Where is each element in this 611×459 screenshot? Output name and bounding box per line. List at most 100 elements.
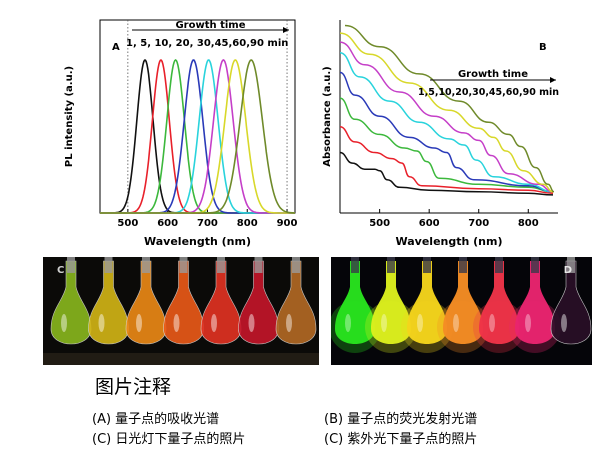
flask-highlight — [561, 314, 567, 332]
abs-series-4 — [339, 71, 554, 193]
y-axis-label: PL intensity (a.u.) — [64, 66, 75, 167]
flask-neck — [567, 257, 575, 273]
x-tick-label: 600 — [157, 218, 178, 229]
daylight-flask-4 — [163, 257, 204, 345]
flask-highlight — [345, 314, 351, 332]
daylight-flasks — [43, 257, 319, 365]
flask-body — [200, 260, 242, 345]
uv-flask-7 — [550, 257, 592, 345]
x-tick-label: 700 — [197, 218, 218, 229]
y-axis-label: Absorbance (a.u.) — [322, 66, 333, 166]
uv-flask-1 — [331, 257, 381, 353]
abs-series-2 — [339, 126, 554, 195]
flask-neck — [531, 257, 539, 273]
flask-highlight — [417, 314, 423, 332]
pl-series-8 — [100, 59, 295, 214]
flask-neck — [217, 257, 225, 273]
flask-body — [407, 261, 447, 344]
pl-spectrum-chart: 500 600 700 800 900 Wavelength (nm) PL intensi… — [50, 8, 300, 258]
annotation-title: Growth time — [175, 20, 245, 31]
caption-item-c-daylight: (C) 日光灯下量子点的照片 — [92, 432, 246, 447]
figure-caption: 图片注释 (A) 量子点的吸收光谱 (B) 量子点的荧光发射光谱 (C) 日光灯… — [92, 372, 592, 456]
daylight-flask-5 — [200, 257, 242, 345]
flask-neck — [495, 257, 503, 273]
abs-series-6 — [339, 41, 554, 193]
flask-neck — [351, 257, 359, 273]
uv-flask-3 — [401, 257, 453, 353]
photo-label-c: C — [57, 265, 65, 276]
flask-highlight — [453, 314, 459, 332]
x-tick-label: 700 — [468, 218, 489, 229]
x-tick-label: 800 — [237, 218, 258, 229]
abs-series-5 — [339, 51, 554, 193]
flask-body — [125, 260, 167, 345]
flask-highlight — [173, 314, 180, 332]
flask-body — [275, 260, 317, 345]
flask-highlight — [211, 314, 217, 332]
flask-body — [371, 261, 411, 344]
flask-neck — [142, 257, 150, 273]
flask-neck — [179, 257, 188, 273]
flask-body — [479, 261, 519, 344]
flask-neck — [67, 257, 75, 273]
x-axis-label: Wavelength (nm) — [396, 235, 503, 248]
panel-label-b: B — [539, 42, 547, 53]
flask-body — [515, 261, 555, 344]
x-tick-label: 600 — [419, 218, 440, 229]
x-axis-label: Wavelength (nm) — [144, 235, 251, 248]
caption-item-b: (B) 量子点的荧光发射光谱 — [324, 412, 478, 427]
daylight-photo: C — [43, 257, 319, 365]
flask-body — [50, 260, 92, 345]
caption-title: 图片注释 — [95, 376, 172, 398]
flask-body — [238, 260, 279, 345]
flask-body — [550, 260, 592, 345]
flask-body — [88, 260, 129, 345]
growth-arrow-head — [283, 27, 289, 33]
x-tick-label: 900 — [277, 218, 298, 229]
flask-highlight — [61, 314, 67, 332]
abs-chart-svg: 500 600 700 800 Wavelength (nm) Absorbance (a… — [322, 20, 559, 248]
abs-series-1 — [339, 151, 554, 196]
bench — [43, 353, 319, 365]
flask-highlight — [248, 314, 255, 332]
absorbance-chart: 500 600 700 800 Wavelength (nm) Absorbance (a… — [318, 8, 563, 258]
uv-flask-5 — [473, 257, 525, 353]
abs-series-3 — [339, 97, 554, 193]
abs-series-8 — [344, 24, 555, 193]
flask-body — [163, 260, 204, 345]
x-tick-label: 800 — [518, 218, 539, 229]
x-tick-label: 500 — [117, 218, 138, 229]
uv-photo: D — [331, 257, 592, 365]
daylight-flask-3 — [125, 257, 167, 345]
flask-highlight — [525, 314, 531, 332]
abs-series-7 — [339, 32, 554, 193]
uv-flask-2 — [365, 257, 417, 353]
growth-arrow-head — [550, 77, 556, 83]
flask-body — [335, 261, 375, 344]
flask-body — [443, 261, 483, 344]
flask-neck — [459, 257, 467, 273]
flask-neck — [104, 257, 113, 273]
x-tick-label: 500 — [369, 218, 390, 229]
uv-flasks — [331, 257, 592, 353]
annotation-values: 1, 5, 10, 20, 30,45,60,90 min — [126, 38, 288, 49]
flask-highlight — [136, 314, 142, 332]
annotation-title: Growth time — [458, 69, 528, 80]
caption-item-c-uv: (C) 紫外光下量子点的照片 — [324, 432, 478, 447]
daylight-flask-7 — [275, 257, 317, 345]
flask-highlight — [98, 314, 105, 332]
pl-chart-svg: 500 600 700 800 900 Wavelength (nm) PL intensi… — [64, 19, 298, 248]
uv-flask-4 — [437, 257, 489, 353]
panel-label-a: A — [112, 42, 120, 53]
flask-highlight — [286, 314, 292, 332]
daylight-flask-2 — [88, 257, 129, 345]
flask-neck — [292, 257, 300, 273]
flask-highlight — [381, 314, 387, 332]
daylight-flask-1 — [50, 257, 92, 345]
uv-flask-6 — [509, 257, 561, 353]
flask-highlight — [489, 314, 495, 332]
flask-neck — [254, 257, 263, 273]
caption-item-a: (A) 量子点的吸收光谱 — [92, 412, 220, 427]
photo-label-d: D — [563, 265, 572, 276]
annotation-values: 1,5,10,20,30,45,60,90 min — [418, 87, 559, 98]
